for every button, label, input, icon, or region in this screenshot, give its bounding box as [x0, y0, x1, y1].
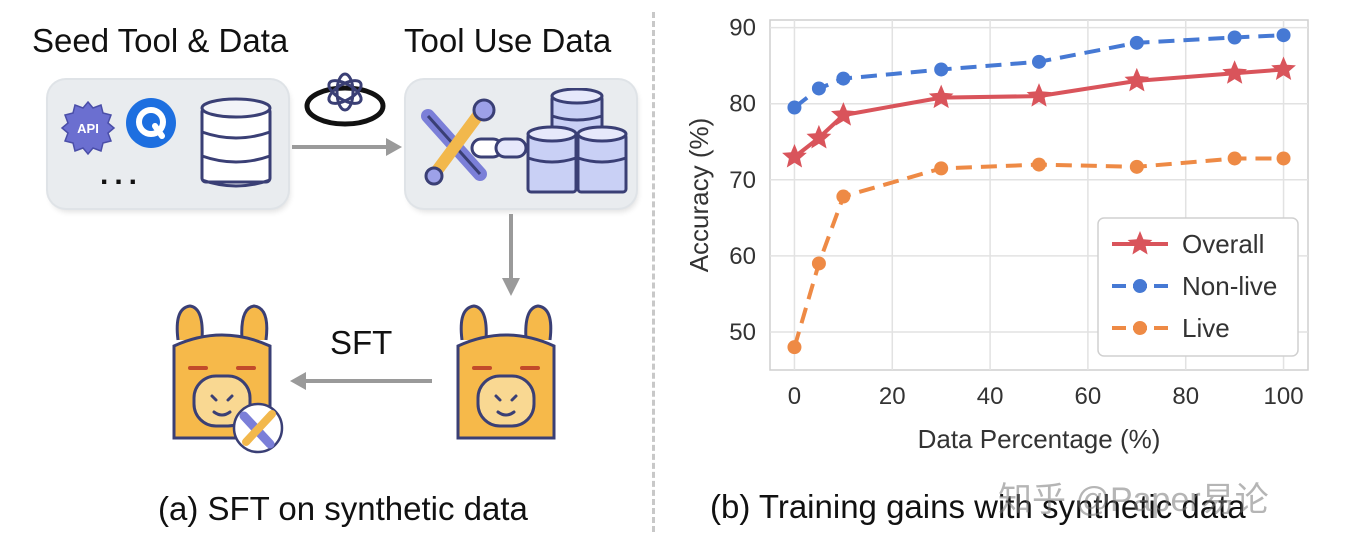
q-logo-icon — [126, 98, 176, 148]
data-point-overall — [782, 144, 807, 168]
api-badge-text: API — [77, 121, 99, 136]
data-point-live — [1129, 159, 1144, 174]
tool-use-data-label: Tool Use Data — [404, 22, 612, 59]
llama-tool-icon — [172, 304, 284, 454]
data-point-non-live — [1276, 28, 1291, 43]
llama-base-icon — [456, 304, 556, 440]
tool-use-data-box — [406, 80, 636, 208]
y-tick-label: 60 — [729, 243, 756, 270]
data-point-live — [1276, 151, 1291, 166]
api-gear-icon: API — [60, 100, 116, 156]
data-point-overall — [1124, 67, 1150, 92]
data-point-non-live — [934, 62, 949, 77]
watermark-text: 知乎 @Paper易论 — [998, 481, 1269, 519]
legend-label-non-live: Non-live — [1182, 271, 1277, 301]
legend-label-overall: Overall — [1182, 229, 1264, 259]
data-point-overall — [928, 84, 954, 109]
data-point-non-live — [787, 100, 802, 115]
ellipsis: ... — [100, 158, 144, 191]
series-line-live — [792, 156, 1284, 348]
x-tick-label: 80 — [1172, 383, 1199, 410]
legend-label-live: Live — [1182, 313, 1230, 343]
seed-tool-data-box: API ... — [48, 80, 288, 208]
x-axis-label: Data Percentage (%) — [918, 424, 1161, 454]
data-point-overall — [1222, 60, 1247, 84]
y-tick-label: 80 — [729, 91, 756, 118]
legend-marker-overall — [1127, 231, 1153, 255]
x-tick-label: 100 — [1264, 383, 1304, 410]
x-tick-label: 0 — [788, 383, 801, 410]
sft-label: SFT — [330, 324, 393, 361]
accuracy-line-chart: 0 20 40 60 80 100 50 60 70 80 90 Data Percentage (%… — [684, 15, 1309, 454]
data-point-non-live — [1032, 54, 1046, 69]
x-tick-label: 40 — [977, 383, 1004, 410]
database-icon — [200, 97, 272, 188]
panel-divider — [652, 12, 655, 532]
data-point-non-live — [1129, 35, 1144, 50]
x-tick-label: 20 — [879, 383, 906, 410]
data-point-live — [934, 161, 949, 176]
y-axis-label: Accuracy (%) — [684, 118, 714, 273]
data-point-overall — [806, 124, 832, 149]
data-point-non-live — [836, 71, 851, 86]
arrow-left-icon — [290, 372, 432, 390]
data-point-live — [811, 256, 826, 271]
y-tick-label: 70 — [729, 167, 756, 194]
wrench-screwdriver-icon — [421, 98, 496, 186]
legend-marker-live — [1133, 321, 1147, 335]
y-tick-label: 90 — [729, 15, 756, 42]
data-point-live — [1032, 157, 1046, 172]
database-stack-icon — [526, 88, 628, 194]
data-point-live — [787, 340, 802, 355]
arrow-down-icon — [502, 214, 520, 296]
legend-box — [1097, 217, 1299, 357]
data-point-live — [1227, 151, 1242, 166]
y-tick-label: 50 — [729, 319, 756, 346]
x-tick-label: 60 — [1075, 383, 1102, 410]
data-point-non-live — [1227, 30, 1242, 45]
data-point-live — [836, 189, 851, 204]
openai-logo-icon — [304, 72, 386, 127]
chain-link-icon — [470, 137, 528, 159]
caption-a: (a) SFT on synthetic data — [158, 490, 528, 527]
data-point-non-live — [811, 81, 826, 96]
seed-tool-data-label: Seed Tool & Data — [32, 22, 289, 59]
caption-b: (b) Training gains with synthetic data — [710, 488, 1246, 525]
arrow-right-icon — [292, 138, 402, 156]
data-point-overall — [1026, 83, 1052, 107]
data-point-overall — [1271, 56, 1296, 80]
data-point-overall — [831, 102, 856, 126]
legend-marker-non-live — [1133, 279, 1147, 293]
